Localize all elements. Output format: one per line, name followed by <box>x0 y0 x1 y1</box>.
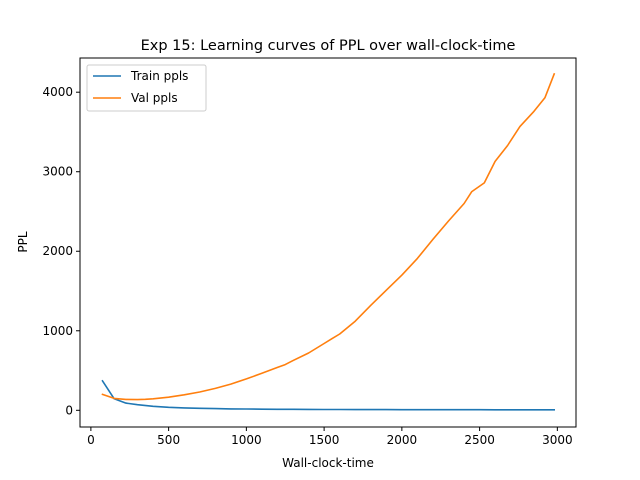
x-tick-label: 2000 <box>387 433 418 447</box>
x-axis-label: Wall-clock-time <box>282 456 374 470</box>
x-tick-label: 1000 <box>231 433 262 447</box>
y-tick-label: 3000 <box>42 165 73 179</box>
y-tick-label: 4000 <box>42 85 73 99</box>
series-line-train <box>101 379 556 411</box>
y-axis-label: PPL <box>16 231 30 252</box>
x-tick-label: 2500 <box>464 433 495 447</box>
plot-frame <box>79 57 577 428</box>
x-tick-label: 0 <box>87 433 95 447</box>
x-tick-label: 1500 <box>309 433 340 447</box>
series-group <box>101 72 556 411</box>
x-axis-ticks: 0 500 1000 1500 2000 2500 3000 <box>87 427 573 447</box>
x-tick-label: 3000 <box>542 433 573 447</box>
y-tick-label: 2000 <box>42 244 73 258</box>
y-tick-label: 0 <box>65 403 73 417</box>
chart-title: Exp 15: Learning curves of PPL over wall… <box>141 38 516 54</box>
legend-label-val: Val ppls <box>131 91 178 105</box>
y-axis-ticks: 0 1000 2000 3000 4000 <box>42 85 80 417</box>
legend-label-train: Train ppls <box>130 69 188 83</box>
series-line-val <box>101 72 556 401</box>
x-tick-label: 500 <box>157 433 180 447</box>
y-tick-label: 1000 <box>42 324 73 338</box>
legend: Train ppls Val ppls <box>86 64 207 112</box>
